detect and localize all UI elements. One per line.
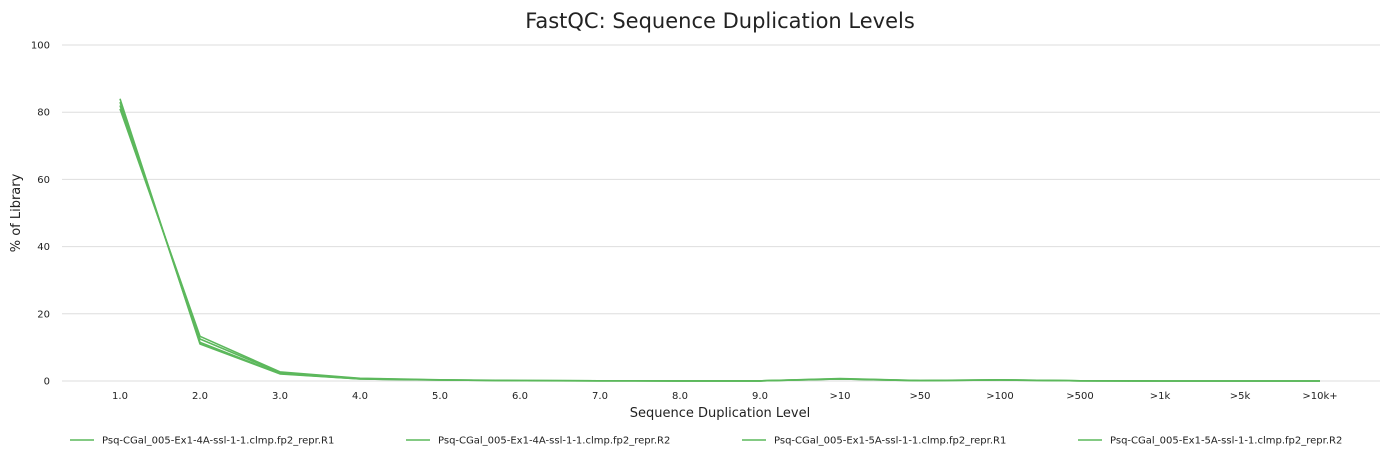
series-line-1: [119, 98, 1320, 382]
x-tick-label: >10: [829, 391, 850, 402]
x-tick-label: 2.0: [192, 391, 208, 402]
legend-item[interactable]: Psq-CGal_005-Ex1-5A-ssl-1-1.clmp.fp2_rep…: [1078, 436, 1342, 447]
x-axis-ticks: 1.0 2.0 3.0 4.0 5.0 6.0 7.0 8.0 9.0 >10 >50 >100 >50…: [112, 391, 1338, 402]
grid-lines: [62, 44, 1380, 382]
y-axis-title: % of Library: [9, 173, 24, 252]
chart-title: FastQC: Sequence Duplication Levels: [525, 9, 915, 33]
x-tick-label: >10k+: [1302, 391, 1337, 402]
x-tick-label: 6.0: [512, 391, 528, 402]
x-axis-title: Sequence Duplication Level: [630, 406, 810, 421]
y-tick-label: 80: [37, 108, 50, 119]
series-line-4: [119, 105, 1320, 382]
y-axis-ticks: 0 20 40 60 80 100: [31, 41, 50, 388]
x-tick-label: >1k: [1150, 391, 1171, 402]
x-tick-label: 3.0: [272, 391, 288, 402]
legend-label: Psq-CGal_005-Ex1-5A-ssl-1-1.clmp.fp2_rep…: [774, 436, 1006, 447]
legend-item[interactable]: Psq-CGal_005-Ex1-4A-ssl-1-1.clmp.fp2_rep…: [70, 436, 334, 447]
x-tick-label: >100: [986, 391, 1013, 402]
x-tick-label: 8.0: [672, 391, 688, 402]
y-tick-label: 0: [44, 377, 50, 388]
y-tick-label: 40: [37, 242, 50, 253]
legend-label: Psq-CGal_005-Ex1-4A-ssl-1-1.clmp.fp2_rep…: [102, 436, 334, 447]
x-tick-label: 9.0: [752, 391, 768, 402]
x-tick-label: >5k: [1230, 391, 1251, 402]
y-tick-label: 60: [37, 175, 50, 186]
legend: Psq-CGal_005-Ex1-4A-ssl-1-1.clmp.fp2_rep…: [70, 436, 1342, 447]
legend-label: Psq-CGal_005-Ex1-5A-ssl-1-1.clmp.fp2_rep…: [1110, 436, 1342, 447]
x-tick-label: 5.0: [432, 391, 448, 402]
legend-item[interactable]: Psq-CGal_005-Ex1-5A-ssl-1-1.clmp.fp2_rep…: [742, 436, 1006, 447]
series-lines: [119, 98, 1320, 382]
series-line-2: [119, 108, 1320, 382]
x-tick-label: 7.0: [592, 391, 608, 402]
y-tick-label: 100: [31, 41, 50, 52]
legend-label: Psq-CGal_005-Ex1-4A-ssl-1-1.clmp.fp2_rep…: [438, 436, 670, 447]
legend-item[interactable]: Psq-CGal_005-Ex1-4A-ssl-1-1.clmp.fp2_rep…: [406, 436, 670, 447]
x-tick-label: 4.0: [352, 391, 368, 402]
x-tick-label: >50: [909, 391, 930, 402]
series-line-3: [119, 101, 1320, 382]
y-tick-label: 20: [37, 309, 50, 320]
x-tick-label: 1.0: [112, 391, 128, 402]
x-tick-label: >500: [1066, 391, 1093, 402]
